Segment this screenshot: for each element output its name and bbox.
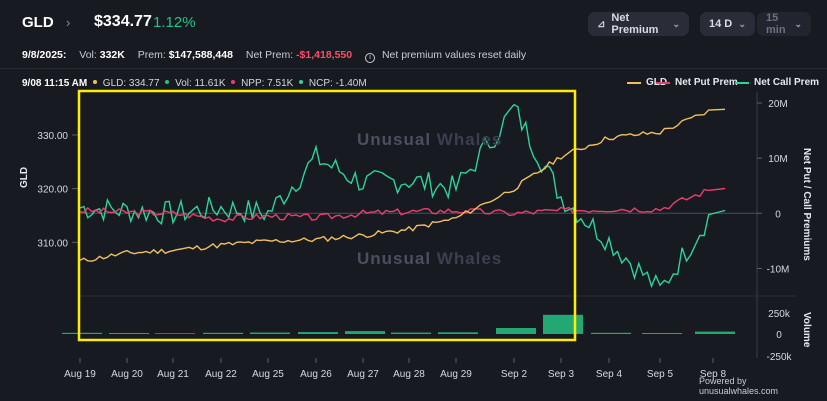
volume-bar xyxy=(591,332,631,334)
volume-bar xyxy=(203,332,243,334)
info-text: Net premium values reset daily xyxy=(381,49,527,61)
gld-swatch xyxy=(627,81,641,84)
series-line-gld xyxy=(79,108,726,262)
volume-tick-label: -250k xyxy=(766,352,792,363)
x-tick-label: Aug 29 xyxy=(440,369,472,380)
series-line-net-call xyxy=(79,103,726,289)
volume-bar xyxy=(250,332,290,334)
x-tick-label: Sep 5 xyxy=(647,369,674,380)
volume-bar xyxy=(298,332,338,334)
volume-bar xyxy=(438,332,478,334)
volume-bar xyxy=(109,333,149,334)
header-bar: GLD › $334.77 1.12% ⊿ Net Premium ⌄ 14 D… xyxy=(0,0,827,44)
ncp-dot-icon xyxy=(299,80,304,84)
cursor-ncp: NCP: -1.40M xyxy=(308,78,367,89)
left-tick-label: 310.00 xyxy=(37,238,68,249)
net-premium-dropdown[interactable]: ⊿ Net Premium ⌄ xyxy=(588,12,689,36)
net-prem-value: -$1,418,550 xyxy=(296,49,353,61)
x-tick-label: Aug 28 xyxy=(393,369,425,380)
volume-bar xyxy=(543,314,583,334)
series-line-net-put xyxy=(79,187,726,223)
right-tick-label: 0 xyxy=(775,209,781,220)
chart-icon: ⊿ xyxy=(597,18,606,30)
interval-dropdown[interactable]: 15 min ⌄ xyxy=(757,12,811,36)
volume-bar xyxy=(155,333,195,334)
stats-bar: 9/8/2025: Vol: 332K Prem: $147,588,448 N… xyxy=(22,49,526,63)
left-axis-title: GLD xyxy=(19,166,30,188)
volume-bar xyxy=(496,328,536,334)
npp-dot-icon xyxy=(231,80,236,84)
legend-net-call[interactable]: Net Call Prem xyxy=(735,77,819,88)
divider xyxy=(0,68,827,69)
chevron-down-icon: ⌄ xyxy=(672,18,680,29)
x-tick-label: Sep 8 xyxy=(700,369,727,380)
watermark: Unusual Whales xyxy=(357,130,503,149)
vol-value: 332K xyxy=(99,49,125,61)
right-tick-label: 20M xyxy=(768,99,787,110)
x-tick-label: Aug 20 xyxy=(111,369,143,380)
volume-bar xyxy=(345,331,385,334)
net-prem-label: Net Prem: xyxy=(245,49,294,61)
cursor-gld: GLD: 334.77 xyxy=(102,78,160,89)
x-tick-label: Sep 4 xyxy=(596,369,623,380)
vol-label: Vol: xyxy=(79,49,97,61)
volume-bar xyxy=(391,332,431,334)
volume-bar xyxy=(642,333,682,334)
cursor-time: 9/08 11:15 AM xyxy=(22,78,88,89)
stats-date: 9/8/2025: xyxy=(22,49,67,61)
right-axis-title: Net Put / Call Premiums xyxy=(801,148,812,261)
right-tick-label: 10M xyxy=(768,154,787,165)
volume-tick-label: 0 xyxy=(776,330,782,341)
interval-label: 15 min xyxy=(766,12,786,36)
days-label: 14 D xyxy=(709,18,733,30)
x-tick-label: Aug 22 xyxy=(205,369,237,380)
x-tick-label: Sep 3 xyxy=(548,369,575,380)
volume-axis-title: Volume xyxy=(801,312,812,348)
ticker-symbol[interactable]: GLD xyxy=(22,14,54,31)
left-tick-label: 320.00 xyxy=(37,185,68,196)
x-tick-label: Aug 26 xyxy=(300,369,332,380)
chevron-down-icon: ⌄ xyxy=(738,18,746,29)
net-premium-label: Net Premium xyxy=(611,12,659,36)
x-tick-label: Aug 25 xyxy=(252,369,284,380)
x-tick-label: Sep 2 xyxy=(501,369,528,380)
days-dropdown[interactable]: 14 D ⌄ xyxy=(700,12,755,36)
legend-net-put-label: Net Put Prem xyxy=(675,77,738,88)
left-tick-label: 330.00 xyxy=(37,131,68,142)
x-tick-label: Aug 19 xyxy=(64,369,96,380)
cursor-vol: Vol: 11.61K xyxy=(175,78,226,89)
gld-dot-icon xyxy=(93,80,98,84)
legend-net-put[interactable]: Net Put Prem xyxy=(656,77,738,88)
x-tick-label: Aug 27 xyxy=(347,369,379,380)
volume-bar xyxy=(62,332,102,334)
volume-tick-label: 250k xyxy=(768,309,791,320)
chevron-right-icon: › xyxy=(66,15,71,30)
chevron-down-icon: ⌄ xyxy=(794,18,802,29)
net-call-swatch xyxy=(735,81,749,84)
current-price: $334.77 xyxy=(94,13,152,30)
highlight-box xyxy=(77,89,577,342)
vol-dot-icon xyxy=(165,80,170,84)
cursor-readout: 9/08 11:15 AM GLD: 334.77 Vol: 11.61K NP… xyxy=(22,78,367,89)
legend-net-call-label: Net Call Prem xyxy=(754,77,820,88)
volume-bar xyxy=(695,331,735,334)
price-change: 1.12% xyxy=(153,14,196,31)
prem-value: $147,588,448 xyxy=(168,49,233,61)
watermark: Unusual Whales xyxy=(357,249,503,268)
net-put-swatch xyxy=(656,81,670,84)
powered-by[interactable]: Powered by unusualwhales.com xyxy=(699,376,779,396)
prem-label: Prem: xyxy=(137,49,166,61)
right-tick-label: -10M xyxy=(767,264,790,275)
x-tick-label: Aug 21 xyxy=(157,369,189,380)
info-icon[interactable]: i xyxy=(365,53,376,63)
cursor-npp: NPP: 7.51K xyxy=(241,78,294,89)
